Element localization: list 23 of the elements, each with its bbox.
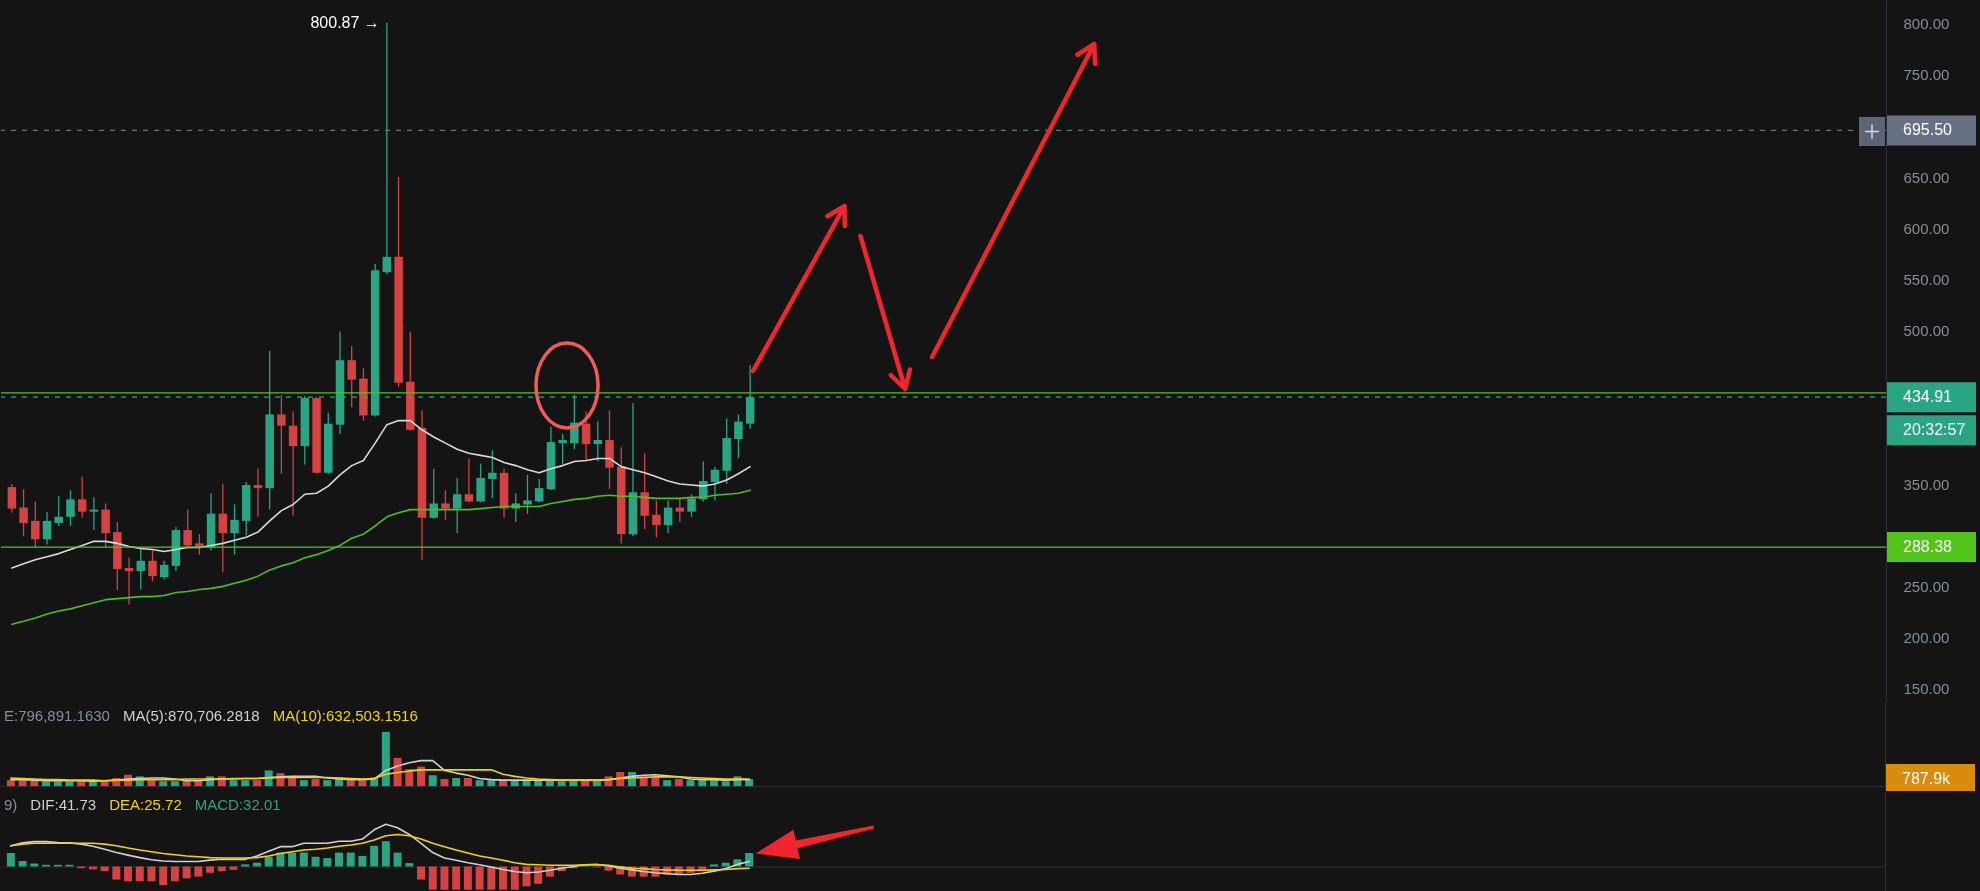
y-tick-label: 800.00 <box>1903 15 1950 33</box>
text: 787.9k <box>1902 770 1952 788</box>
y-tick-label: 200.00 <box>1903 629 1950 647</box>
y-tick-label: 500.00 <box>1903 322 1950 340</box>
text: MACD:32.01 <box>194 796 281 813</box>
y-tick-label: 250.00 <box>1903 577 1950 595</box>
annotation: 800.87 → <box>310 13 380 31</box>
ref-line-label: 434.91 <box>1903 388 1953 406</box>
text: DEA:25.72 <box>109 796 182 813</box>
y-tick-label: 750.00 <box>1903 66 1950 84</box>
ref-line-label: 695.50 <box>1903 121 1953 139</box>
y-tick-label: 150.00 <box>1903 680 1950 698</box>
text: MA(5):870,706.2818 <box>122 707 260 724</box>
text: MA(10):632,503.1516 <box>272 707 418 724</box>
y-tick-label: 550.00 <box>1903 270 1950 288</box>
series-label: DIF:41.73 <box>30 796 97 813</box>
text: 20:32:57 <box>1903 421 1966 439</box>
chart-title: E:796,891.1630 <box>4 707 110 724</box>
ref-line-label: 288.38 <box>1903 538 1953 556</box>
y-tick-label: 350.00 <box>1903 475 1950 493</box>
y-tick-label: 600.00 <box>1903 219 1950 237</box>
y-tick-label: 650.00 <box>1903 168 1950 186</box>
chart-title: 9) <box>4 796 18 813</box>
